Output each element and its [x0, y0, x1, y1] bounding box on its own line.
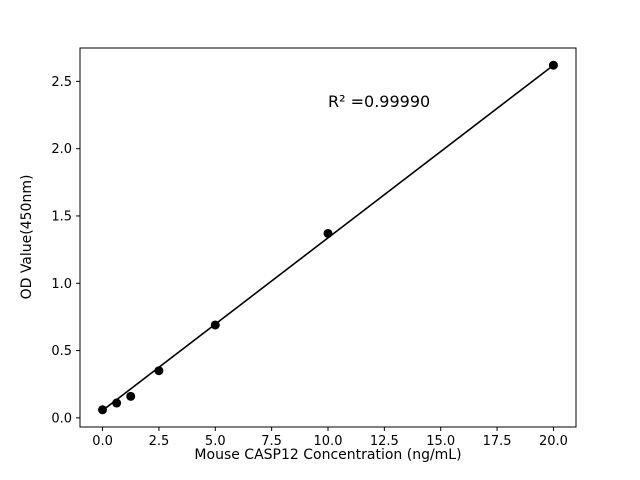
y-tick-label: 1.5 — [51, 209, 72, 224]
data-point — [112, 398, 122, 408]
data-point — [126, 391, 136, 401]
x-tick-label: 15.0 — [426, 434, 455, 449]
data-point — [98, 405, 108, 415]
x-tick-label: 12.5 — [370, 434, 399, 449]
x-tick-label: 10.0 — [314, 434, 343, 449]
y-tick-label: 0.0 — [51, 411, 72, 426]
x-tick-label: 2.5 — [149, 434, 170, 449]
y-axis-label: OD Value(450nm) — [19, 174, 35, 300]
data-point — [210, 320, 220, 330]
r-squared-annotation: R² =0.99990 — [328, 92, 431, 112]
x-tick-label: 0.0 — [92, 434, 113, 449]
x-axis-label: Mouse CASP12 Concentration (ng/mL) — [194, 447, 462, 463]
x-tick-label: 5.0 — [205, 434, 226, 449]
data-point — [154, 366, 164, 376]
x-tick-label: 20.0 — [539, 434, 568, 449]
x-tick-label: 7.5 — [261, 434, 282, 449]
y-tick-label: 1.0 — [51, 277, 72, 292]
y-tick-label: 2.5 — [51, 75, 72, 90]
y-tick-label: 2.0 — [51, 142, 72, 157]
y-tick-label: 0.5 — [51, 344, 72, 359]
data-point — [548, 60, 558, 70]
x-tick-label: 17.5 — [483, 434, 512, 449]
data-point — [323, 228, 333, 238]
